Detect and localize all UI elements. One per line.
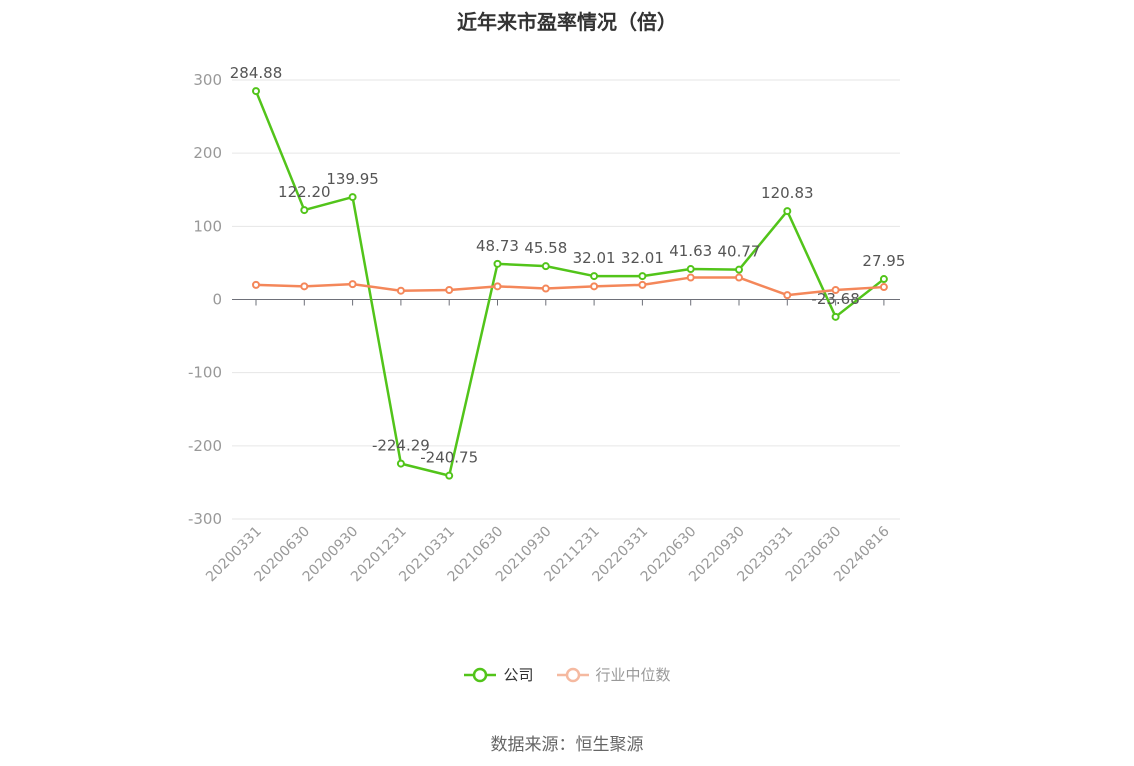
data-label: -224.29	[372, 437, 430, 455]
grid-lines	[232, 79, 900, 520]
data-point-company	[493, 259, 502, 268]
data-point-company	[638, 272, 647, 281]
legend-label-company: 公司	[503, 666, 534, 684]
data-label: 32.01	[621, 249, 664, 267]
series	[252, 87, 888, 480]
data-label: 139.95	[326, 170, 379, 188]
data-point-industry-median	[638, 280, 647, 289]
data-label: 120.83	[761, 184, 814, 202]
y-tick-label: -300	[188, 510, 222, 528]
data-point-company	[300, 206, 309, 215]
data-point-company	[252, 87, 260, 96]
legend-item-industry-median[interactable]: 行业中位数	[556, 664, 671, 685]
y-tick-label: 200	[193, 144, 222, 162]
series-line-industry-median	[255, 276, 884, 297]
data-label: 40.77	[718, 243, 761, 261]
legend-item-company[interactable]: 公司	[463, 664, 534, 685]
data-label: 284.88	[230, 64, 283, 82]
y-tick-label: -200	[188, 437, 222, 455]
legend-marker-company	[464, 667, 497, 682]
data-label: -23.68	[811, 290, 859, 308]
data-point-company	[445, 471, 454, 480]
legend: 公司 行业中位数	[0, 664, 1134, 685]
data-point-company	[541, 262, 550, 271]
source-note: 数据来源：恒生聚源	[490, 735, 644, 755]
data-point-industry-median	[735, 273, 743, 282]
data-label: 27.95	[862, 252, 905, 270]
data-point-industry-median	[590, 282, 599, 291]
data-point-industry-median	[348, 280, 357, 289]
legend-label-industry-median: 行业中位数	[595, 666, 671, 684]
data-point-company	[348, 193, 357, 202]
data-point-industry-median	[300, 282, 309, 291]
data-label: -240.75	[420, 449, 478, 467]
legend-marker-industry-median	[556, 667, 589, 682]
y-tick-label: -100	[188, 364, 222, 382]
data-point-company	[831, 312, 840, 321]
data-point-company	[686, 265, 695, 274]
data-point-industry-median	[252, 280, 260, 289]
data-point-industry-median	[396, 286, 405, 295]
y-tick-label: 300	[193, 71, 222, 89]
data-point-industry-median	[879, 283, 888, 292]
data-point-industry-median	[831, 285, 840, 294]
data-label: 32.01	[573, 249, 616, 267]
data-point-industry-median	[686, 273, 695, 282]
data-point-company	[590, 272, 599, 281]
data-label: 122.20	[278, 183, 331, 201]
data-label: 45.58	[524, 239, 567, 257]
y-tick-label: 0	[212, 291, 222, 309]
data-point-industry-median	[541, 284, 550, 293]
y-tick-label: 100	[193, 217, 222, 235]
data-point-industry-median	[445, 285, 454, 294]
data-point-industry-median	[493, 282, 502, 291]
data-point-company	[879, 275, 888, 284]
data-point-industry-median	[783, 291, 792, 300]
data-label: 41.63	[669, 242, 712, 260]
data-point-company	[783, 207, 792, 216]
data-point-company	[396, 459, 405, 468]
series-line-company	[254, 90, 885, 477]
axes: 3002001000-100-200-300202003312020063020…	[188, 71, 900, 585]
chart-title: 近年来市盈率情况（倍）	[457, 10, 677, 34]
data-point-company	[735, 265, 743, 274]
data-label: 48.73	[476, 237, 519, 255]
